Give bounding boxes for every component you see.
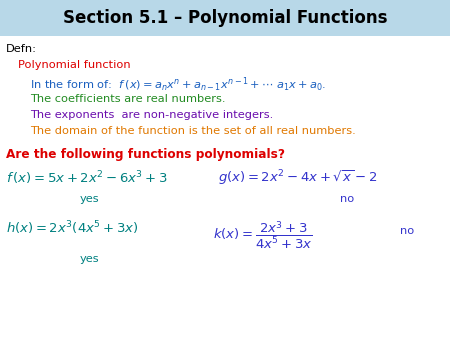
Text: In the form of:  $f\,(x) = a_n x^n + a_{n-1} x^{n-1} + \cdots\; a_1 x + a_0.$: In the form of: $f\,(x) = a_n x^n + a_{n…: [30, 76, 326, 94]
Text: Are the following functions polynomials?: Are the following functions polynomials?: [6, 148, 285, 161]
Text: The exponents  are non-negative integers.: The exponents are non-negative integers.: [30, 110, 273, 120]
Text: no: no: [340, 194, 354, 204]
Bar: [0, 0, 450, 36]
Text: The coefficients are real numbers.: The coefficients are real numbers.: [30, 94, 225, 104]
Text: Defn:: Defn:: [6, 44, 37, 54]
Text: Section 5.1 – Polynomial Functions: Section 5.1 – Polynomial Functions: [63, 9, 387, 27]
Text: The domain of the function is the set of all real numbers.: The domain of the function is the set of…: [30, 126, 356, 136]
Text: $h(x) = 2x^3(4x^5 + 3x)$: $h(x) = 2x^3(4x^5 + 3x)$: [6, 219, 139, 237]
Text: $g(x) = 2x^2 - 4x + \sqrt{x} - 2$: $g(x) = 2x^2 - 4x + \sqrt{x} - 2$: [218, 169, 378, 188]
Text: $f\,(x) = 5x + 2x^2 - 6x^3 + 3$: $f\,(x) = 5x + 2x^2 - 6x^3 + 3$: [6, 169, 168, 187]
Bar: [0, 36, 450, 338]
Text: no: no: [400, 226, 414, 236]
Text: Polynomial function: Polynomial function: [18, 60, 130, 70]
Text: yes: yes: [80, 254, 99, 264]
Text: yes: yes: [80, 194, 99, 204]
Text: $k(x) = \dfrac{2x^3 + 3}{4x^5 + 3x}$: $k(x) = \dfrac{2x^3 + 3}{4x^5 + 3x}$: [213, 219, 313, 251]
